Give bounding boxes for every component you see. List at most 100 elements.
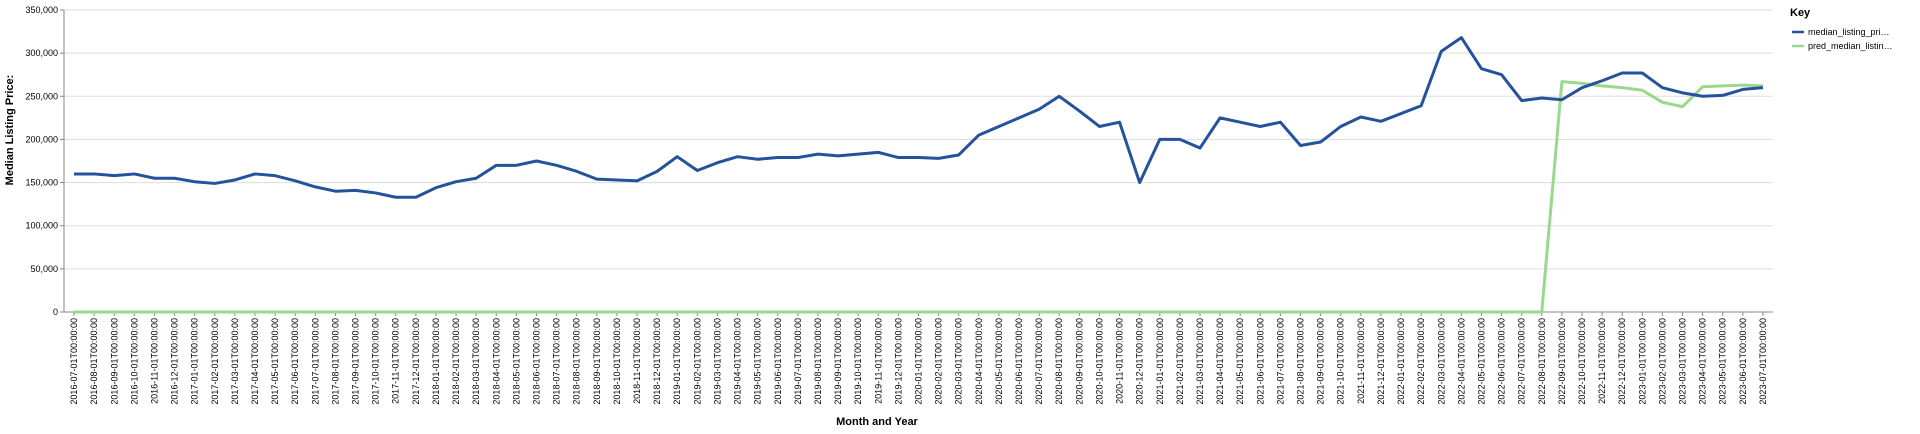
y-tick-label: 0	[53, 307, 58, 317]
y-tick-label: 150,000	[25, 178, 58, 188]
x-tick-label: 2021-07-01T00:00:00	[1275, 318, 1285, 405]
y-tick-label: 350,000	[25, 5, 58, 15]
series-line	[74, 80, 1764, 314]
x-tick-label: 2020-04-01T00:00:00	[974, 318, 984, 405]
x-tick-label: 2019-12-01T00:00:00	[893, 318, 903, 405]
x-tick-label: 2018-09-01T00:00:00	[592, 318, 602, 405]
x-tick-label: 2019-05-01T00:00:00	[753, 318, 763, 405]
x-tick-label: 2018-05-01T00:00:00	[511, 318, 521, 405]
x-tick-label: 2019-11-01T00:00:00	[873, 318, 883, 404]
x-tick-label: 2020-05-01T00:00:00	[994, 318, 1004, 405]
x-tick-label: 2019-02-01T00:00:00	[692, 318, 702, 405]
x-tick-label: 2021-06-01T00:00:00	[1255, 318, 1265, 405]
x-tick-label: 2016-08-01T00:00:00	[89, 318, 99, 405]
series-line	[74, 36, 1764, 199]
x-tick-label: 2016-10-01T00:00:00	[129, 318, 139, 405]
x-tick-label: 2020-06-01T00:00:00	[1014, 318, 1024, 405]
x-tick-label: 2019-09-01T00:00:00	[833, 318, 843, 405]
x-tick-label: 2021-09-01T00:00:00	[1316, 318, 1326, 405]
x-tick-label: 2020-09-01T00:00:00	[1074, 318, 1084, 405]
x-tick-label: 2019-06-01T00:00:00	[773, 318, 783, 405]
x-tick-label: 2017-07-01T00:00:00	[310, 318, 320, 405]
x-tick-label: 2020-12-01T00:00:00	[1135, 318, 1145, 405]
x-tick-label: 2023-02-01T00:00:00	[1657, 318, 1667, 405]
x-tick-label: 2019-01-01T00:00:00	[672, 318, 682, 405]
x-tick-label: 2019-07-01T00:00:00	[793, 318, 803, 405]
x-tick-label: 2022-02-01T00:00:00	[1416, 318, 1426, 405]
x-tick-label: 2022-05-01T00:00:00	[1476, 318, 1486, 405]
x-tick-label: 2017-05-01T00:00:00	[270, 318, 280, 405]
x-tick-label: 2018-08-01T00:00:00	[572, 318, 582, 405]
x-tick-label: 2020-07-01T00:00:00	[1034, 318, 1044, 405]
x-tick-label: 2017-11-01T00:00:00	[391, 318, 401, 404]
x-tick-label: 2017-03-01T00:00:00	[230, 318, 240, 405]
x-axis-title: Month and Year	[836, 416, 918, 428]
x-tick-label: 2019-10-01T00:00:00	[853, 318, 863, 405]
y-tick-label: 100,000	[25, 221, 58, 231]
x-tick-label: 2021-05-01T00:00:00	[1235, 318, 1245, 405]
x-tick-label: 2018-06-01T00:00:00	[531, 318, 541, 405]
x-tick-label: 2021-12-01T00:00:00	[1376, 318, 1386, 405]
y-tick-label: 200,000	[25, 134, 58, 144]
x-tick-label: 2020-01-01T00:00:00	[914, 318, 924, 405]
x-tick-label: 2022-06-01T00:00:00	[1497, 318, 1507, 405]
x-tick-label: 2020-08-01T00:00:00	[1054, 318, 1064, 405]
x-tick-label: 2019-04-01T00:00:00	[733, 318, 743, 405]
x-tick-label: 2022-01-01T00:00:00	[1396, 318, 1406, 405]
x-tick-label: 2016-07-01T00:00:00	[69, 318, 79, 405]
legend-title: Key	[1790, 7, 1811, 19]
x-tick-label: 2016-09-01T00:00:00	[109, 318, 119, 405]
y-tick-label: 300,000	[25, 48, 58, 58]
x-tick-label: 2018-04-01T00:00:00	[491, 318, 501, 405]
x-tick-label: 2019-08-01T00:00:00	[813, 318, 823, 405]
x-tick-label: 2023-06-01T00:00:00	[1738, 318, 1748, 405]
x-tick-label: 2021-11-01T00:00:00	[1356, 318, 1366, 404]
x-tick-label: 2018-07-01T00:00:00	[552, 318, 562, 405]
x-tick-label: 2022-07-01T00:00:00	[1517, 318, 1527, 405]
x-tick-label: 2016-11-01T00:00:00	[149, 318, 159, 404]
x-tick-label: 2018-02-01T00:00:00	[451, 318, 461, 405]
x-tick-label: 2017-01-01T00:00:00	[190, 318, 200, 405]
x-tick-label: 2017-08-01T00:00:00	[330, 318, 340, 405]
legend-label: median_listing_pri…	[1808, 27, 1890, 37]
x-tick-label: 2016-12-01T00:00:00	[170, 318, 180, 405]
x-tick-label: 2023-04-01T00:00:00	[1698, 318, 1708, 405]
x-tick-label: 2023-05-01T00:00:00	[1718, 318, 1728, 405]
x-tick-label: 2022-08-01T00:00:00	[1537, 318, 1547, 405]
x-tick-label: 2020-10-01T00:00:00	[1094, 318, 1104, 405]
x-tick-label: 2018-12-01T00:00:00	[652, 318, 662, 405]
legend-label: pred_median_listin…	[1808, 41, 1893, 51]
x-tick-label: 2017-02-01T00:00:00	[210, 318, 220, 405]
x-tick-label: 2022-04-01T00:00:00	[1456, 318, 1466, 405]
x-tick-label: 2021-08-01T00:00:00	[1296, 318, 1306, 405]
x-tick-label: 2019-03-01T00:00:00	[712, 318, 722, 405]
x-tick-label: 2021-01-01T00:00:00	[1155, 318, 1165, 405]
x-tick-label: 2023-07-01T00:00:00	[1758, 318, 1768, 405]
x-tick-label: 2021-02-01T00:00:00	[1175, 318, 1185, 405]
x-tick-label: 2018-01-01T00:00:00	[431, 318, 441, 405]
x-tick-label: 2022-09-01T00:00:00	[1557, 318, 1567, 405]
x-tick-label: 2020-11-01T00:00:00	[1115, 318, 1125, 404]
y-tick-label: 50,000	[30, 264, 58, 274]
x-tick-label: 2021-04-01T00:00:00	[1215, 318, 1225, 405]
x-tick-label: 2020-03-01T00:00:00	[954, 318, 964, 405]
x-tick-label: 2022-03-01T00:00:00	[1436, 318, 1446, 405]
x-tick-label: 2022-10-01T00:00:00	[1577, 318, 1587, 405]
x-tick-label: 2020-02-01T00:00:00	[934, 318, 944, 405]
x-tick-label: 2017-06-01T00:00:00	[290, 318, 300, 405]
x-tick-label: 2017-10-01T00:00:00	[371, 318, 381, 405]
x-tick-label: 2021-10-01T00:00:00	[1336, 318, 1346, 405]
x-tick-label: 2018-10-01T00:00:00	[612, 318, 622, 405]
x-tick-label: 2021-03-01T00:00:00	[1195, 318, 1205, 405]
y-tick-label: 250,000	[25, 91, 58, 101]
y-axis-title: Median Listing Price:	[4, 75, 16, 186]
x-tick-label: 2023-01-01T00:00:00	[1637, 318, 1647, 405]
x-tick-label: 2018-11-01T00:00:00	[632, 318, 642, 404]
x-tick-label: 2017-04-01T00:00:00	[250, 318, 260, 405]
x-tick-label: 2017-09-01T00:00:00	[351, 318, 361, 405]
x-tick-label: 2017-12-01T00:00:00	[411, 318, 421, 405]
x-tick-label: 2022-12-01T00:00:00	[1617, 318, 1627, 405]
x-tick-label: 2018-03-01T00:00:00	[471, 318, 481, 405]
x-tick-label: 2022-11-01T00:00:00	[1597, 318, 1607, 404]
